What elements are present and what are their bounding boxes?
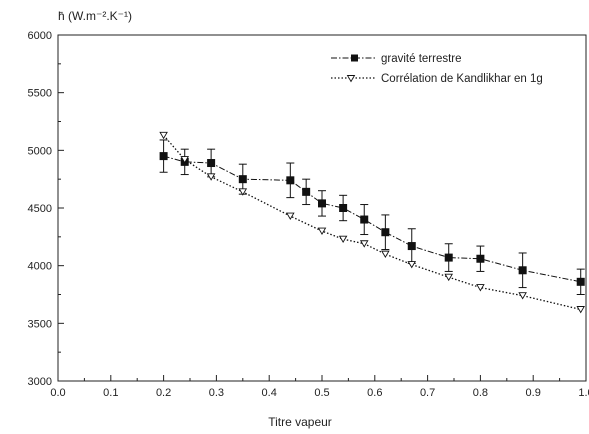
x-tick-label: 0.8 — [473, 387, 488, 399]
data-point — [318, 199, 326, 208]
data-point — [207, 159, 216, 168]
data-point — [476, 284, 485, 292]
data-point — [206, 173, 216, 181]
data-point — [159, 152, 168, 161]
x-tick-label: 0.9 — [526, 387, 541, 399]
data-point — [476, 254, 485, 263]
axis-ticks — [57, 34, 587, 382]
data-point — [302, 187, 311, 196]
x-tick-label: 0.0 — [50, 387, 65, 399]
data-point — [286, 212, 295, 220]
x-axis-label: Titre vapeur — [268, 415, 332, 429]
series-0 — [159, 139, 585, 295]
data-point — [444, 273, 454, 282]
x-tick-label: 0.2 — [156, 387, 171, 399]
y-axis-label: h̄ (W.m⁻².K⁻¹) — [58, 9, 132, 23]
data-point — [518, 266, 527, 275]
data-point — [518, 292, 527, 300]
data-point — [238, 188, 248, 196]
y-tick-label: 5500 — [28, 88, 52, 100]
data-point — [360, 215, 369, 224]
data-point — [444, 253, 453, 262]
legend: gravité terrestre Corrélation de Kandlik… — [331, 53, 543, 85]
y-tick-label: 5000 — [28, 145, 52, 157]
x-tick-label: 0.7 — [420, 387, 435, 399]
x-tick-label: 0.5 — [314, 387, 329, 399]
legend-marker-kandlikhar — [346, 75, 356, 83]
y-tick-label: 3000 — [28, 376, 52, 388]
data-point — [317, 227, 327, 235]
data-point — [381, 228, 390, 237]
x-tick-label: 0.1 — [103, 387, 118, 399]
series-line — [163, 134, 581, 311]
legend-label-kandlikhar: Corrélation de Kandlikhar en 1g — [381, 73, 543, 85]
series-line — [163, 155, 581, 283]
data-point — [238, 175, 247, 184]
data-point — [180, 156, 190, 164]
data-point — [339, 204, 348, 212]
data-point — [286, 176, 295, 185]
series-1 — [159, 131, 586, 314]
y-tick-label: 4500 — [28, 203, 52, 215]
data-point — [338, 235, 348, 244]
legend-label-gravite: gravité terrestre — [381, 53, 462, 65]
data-point — [576, 306, 586, 314]
data-point — [159, 131, 168, 140]
y-tick-label: 6000 — [28, 30, 52, 42]
data-point — [407, 242, 416, 251]
data-point — [576, 277, 585, 286]
x-tick-label: 0.3 — [209, 387, 224, 399]
data-point — [359, 240, 369, 248]
y-tick-label: 4000 — [28, 261, 52, 273]
series-layer — [159, 131, 586, 314]
legend-marker-gravite — [351, 54, 358, 62]
x-tick-label: 0.6 — [367, 387, 382, 399]
data-point — [407, 261, 417, 269]
x-tick-label: 1.0 — [578, 387, 589, 399]
tick-labels: 0.0 0.1 0.2 0.3 0.4 0.5 0.6 0.7 0.8 0.9 1.0 3000 350… — [28, 30, 589, 399]
data-point — [381, 250, 390, 259]
x-tick-label: 0.4 — [262, 387, 277, 399]
y-tick-label: 3500 — [28, 318, 52, 330]
